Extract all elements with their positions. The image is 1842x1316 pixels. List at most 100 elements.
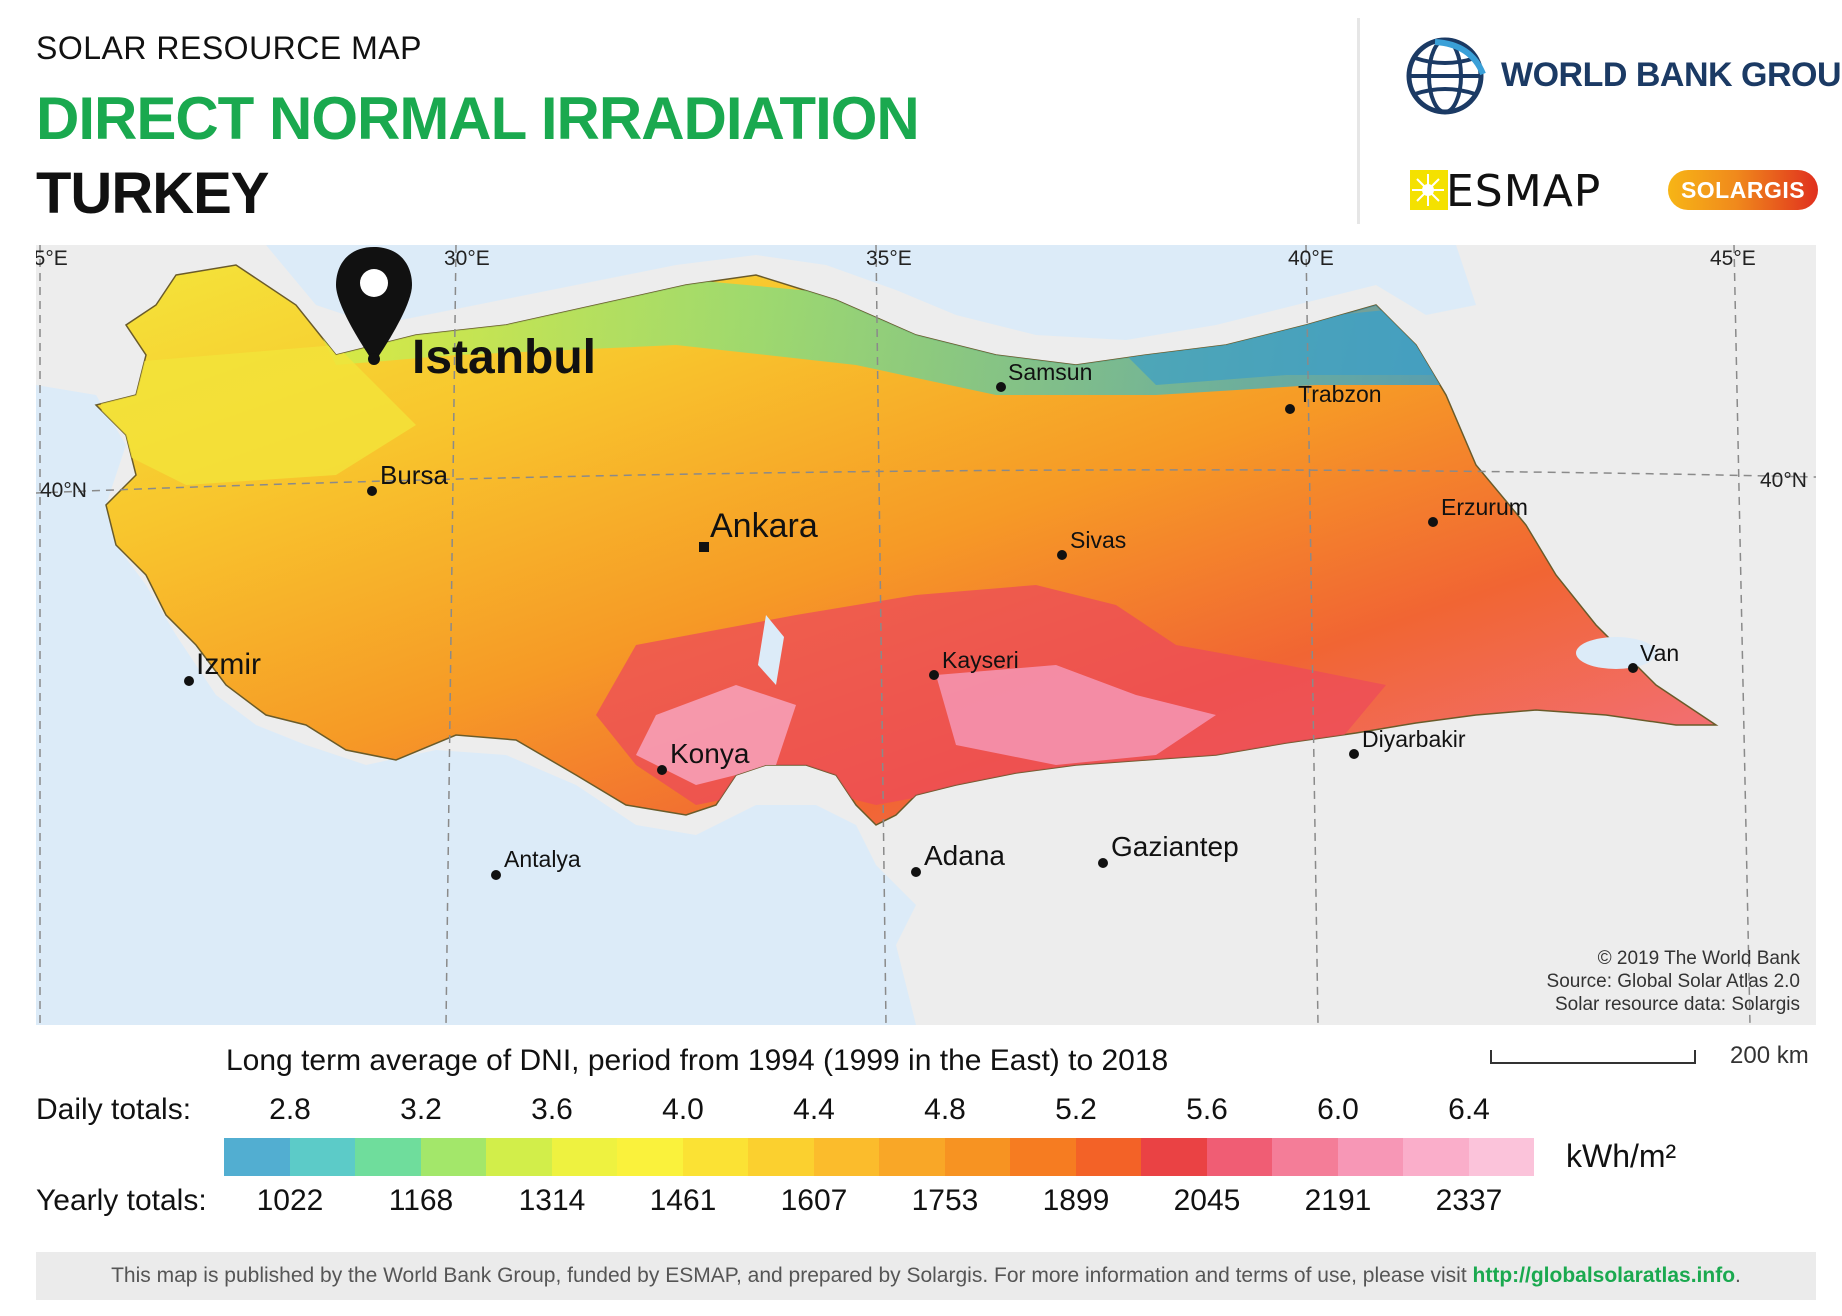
daily-tick: 5.6 [1186, 1093, 1228, 1126]
city-label-samsun: Samsun [1008, 359, 1092, 385]
yearly-tick: 2191 [1304, 1184, 1372, 1217]
world-bank-text: WORLD BANK GROUP [1501, 56, 1842, 94]
city-label-van: Van [1640, 640, 1679, 666]
header: SOLAR RESOURCE MAP DIRECT NORMAL IRRADIA… [0, 0, 1842, 240]
ramp-swatch [1337, 1138, 1403, 1176]
ramp-swatch [420, 1138, 486, 1176]
city-dot-trabzon [1285, 404, 1295, 414]
lon-label-35: 35°E [866, 247, 912, 270]
solargis-logo: SOLARGIS [1668, 170, 1818, 210]
country-title: TURKEY [36, 161, 269, 226]
dni-map: 25°E 30°E 35°E 40°E 45°E 40°N 40°N Istan… [36, 245, 1816, 1025]
city-label-ankara: Ankara [710, 507, 818, 545]
southeast-neighbours [1536, 685, 1816, 1025]
lat-label-right: 40°N [1760, 469, 1807, 492]
city-label-adana: Adana [924, 840, 1005, 871]
credit-source: Source: Global Solar Atlas 2.0 [1547, 971, 1800, 992]
map-kicker: SOLAR RESOURCE MAP [36, 30, 422, 66]
yearly-tick: 1899 [1042, 1184, 1110, 1217]
lon-label-25: 25°E [36, 247, 68, 270]
yearly-tick: 1607 [780, 1184, 848, 1217]
city-label-trabzon: Trabzon [1298, 381, 1382, 407]
city-dot-diyarbakir [1349, 749, 1359, 759]
footer-statement: This map is published by the World Bank … [111, 1264, 1473, 1287]
ramp-swatch [355, 1138, 421, 1176]
yearly-tick: 2045 [1173, 1184, 1241, 1217]
ramp-swatch [682, 1138, 748, 1176]
city-dot-adana [911, 867, 921, 877]
ramp-swatch [617, 1138, 683, 1176]
lat-label-left: 40°N [40, 479, 87, 502]
daily-totals-label: Daily totals: [36, 1093, 192, 1126]
city-dot-kayseri [929, 670, 939, 680]
city-label-gaziantep: Gaziantep [1111, 831, 1239, 862]
city-dot-sivas [1057, 550, 1067, 560]
ramp-swatch [289, 1138, 355, 1176]
daily-tick: 6.0 [1317, 1093, 1359, 1126]
map-title: DIRECT NORMAL IRRADIATION [36, 85, 920, 152]
city-label-bursa: Bursa [380, 460, 448, 490]
city-dot-erzurum [1428, 517, 1438, 527]
ramp-swatch [1075, 1138, 1141, 1176]
legend-unit: kWh/m² [1566, 1138, 1677, 1174]
lon-label-45: 45°E [1710, 247, 1756, 270]
lon-label-30: 30°E [444, 247, 490, 270]
yearly-tick: 1461 [649, 1184, 717, 1217]
ramp-swatch [486, 1138, 552, 1176]
credit-copyright: © 2019 The World Bank [1598, 948, 1801, 969]
city-dot-antalya [491, 870, 501, 880]
city-label-erzurum: Erzurum [1441, 494, 1528, 520]
daily-tick: 3.6 [531, 1093, 573, 1126]
city-label-izmir: Izmir [196, 648, 261, 681]
ramp-swatch [1206, 1138, 1272, 1176]
daily-tick: 4.8 [924, 1093, 966, 1126]
color-ramp [224, 1138, 1534, 1176]
legend-caption: Long term average of DNI, period from 19… [226, 1044, 1169, 1077]
header-divider [1357, 18, 1360, 224]
graticule [36, 245, 1816, 1025]
esmap-logo: ESMAP [1410, 166, 1620, 217]
ramp-swatch [1403, 1138, 1469, 1176]
yearly-tick: 1168 [388, 1184, 454, 1217]
ramp-swatch [1010, 1138, 1076, 1176]
yearly-tick: 1314 [518, 1184, 586, 1217]
daily-tick: 4.0 [662, 1093, 704, 1126]
city-dot-van [1628, 663, 1638, 673]
yearly-tick: 2337 [1435, 1184, 1503, 1217]
lon-label-40: 40°E [1288, 247, 1334, 270]
ramp-swatch [748, 1138, 814, 1176]
daily-tick: 5.2 [1055, 1093, 1097, 1126]
capital-marker-ankara [699, 542, 709, 552]
salt-lake [758, 615, 784, 685]
city-dot-konya [657, 765, 667, 775]
footer: This map is published by the World Bank … [36, 1252, 1816, 1300]
irradiation-zones [96, 275, 1456, 805]
ramp-swatch [1468, 1138, 1534, 1176]
credit-data: Solar resource data: Solargis [1555, 994, 1800, 1015]
esmap-sun-icon [1410, 170, 1448, 210]
city-label-diyarbakir: Diyarbakir [1362, 726, 1466, 752]
istanbul-marker [336, 247, 412, 365]
ramp-swatch [1141, 1138, 1207, 1176]
daily-tick: 4.4 [793, 1093, 835, 1126]
city-label-antalya: Antalya [504, 846, 581, 872]
ramp-swatch [224, 1138, 290, 1176]
ramp-swatch [1272, 1138, 1338, 1176]
mediterranean-sea [36, 385, 916, 1025]
footer-link[interactable]: http://globalsolaratlas.info [1472, 1264, 1736, 1287]
city-dot-samsun [996, 382, 1006, 392]
city-dot-bursa [367, 486, 377, 496]
ramp-swatch [944, 1138, 1010, 1176]
daily-tick: 3.2 [400, 1093, 442, 1126]
yearly-tick: 1753 [911, 1184, 979, 1217]
lake-van [1576, 637, 1656, 669]
solargis-text: SOLARGIS [1680, 177, 1806, 203]
city-label-istanbul: Istanbul [412, 331, 596, 384]
globe-icon [1406, 37, 1486, 115]
footer-end: . [1735, 1264, 1741, 1287]
daily-tick: 6.4 [1448, 1093, 1490, 1126]
city-dot-izmir [184, 676, 194, 686]
city-label-kayseri: Kayseri [942, 647, 1019, 673]
ramp-swatch [879, 1138, 945, 1176]
ramp-swatch [551, 1138, 617, 1176]
